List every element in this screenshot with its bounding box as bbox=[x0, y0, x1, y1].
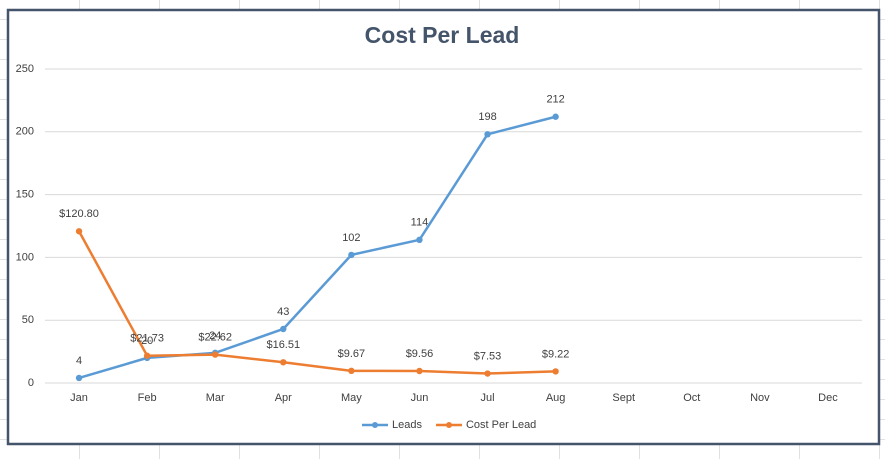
data-label: $7.53 bbox=[474, 350, 502, 362]
data-label: $9.56 bbox=[406, 348, 434, 360]
x-tick-label: Jan bbox=[70, 392, 88, 404]
data-label: 4 bbox=[76, 355, 82, 367]
y-tick-label: 0 bbox=[28, 377, 34, 389]
x-tick-label: Nov bbox=[750, 392, 770, 404]
y-tick-label: 200 bbox=[16, 126, 34, 138]
point bbox=[143, 352, 151, 359]
x-tick-label: Sept bbox=[612, 392, 635, 404]
data-label: 114 bbox=[411, 217, 429, 229]
x-tick-label: Mar bbox=[206, 392, 225, 404]
x-tick-label: Jul bbox=[481, 392, 495, 404]
point bbox=[484, 370, 491, 377]
point bbox=[348, 251, 355, 259]
data-label: $21.73 bbox=[130, 333, 164, 345]
data-label: 20 bbox=[141, 335, 153, 347]
x-tick-label: May bbox=[341, 392, 362, 404]
data-label: $9.67 bbox=[338, 348, 366, 360]
point bbox=[280, 325, 287, 333]
legend-label: Cost Per Lead bbox=[466, 419, 536, 431]
x-tick-label: Jun bbox=[411, 392, 429, 404]
data-label: $16.51 bbox=[266, 339, 300, 351]
y-tick-label: 50 bbox=[22, 314, 34, 326]
point bbox=[212, 351, 219, 358]
x-tick-label: Aug bbox=[546, 392, 566, 404]
point bbox=[416, 367, 423, 375]
chart-title: Cost Per Lead bbox=[365, 22, 520, 48]
y-tick-label: 100 bbox=[16, 251, 34, 263]
legend-label: Leads bbox=[392, 419, 422, 431]
data-label: $9.22 bbox=[542, 348, 570, 360]
y-tick-label: 150 bbox=[16, 189, 34, 201]
point bbox=[484, 131, 491, 138]
legend-marker bbox=[372, 422, 378, 428]
data-label: 102 bbox=[342, 232, 360, 244]
x-tick-label: Oct bbox=[683, 392, 700, 404]
data-label: 43 bbox=[277, 306, 289, 318]
point bbox=[75, 374, 83, 382]
data-label: 212 bbox=[546, 94, 564, 106]
x-tick-label: Dec bbox=[818, 392, 838, 404]
chart-frame bbox=[6, 8, 881, 446]
point bbox=[280, 359, 287, 366]
point bbox=[348, 367, 355, 375]
point bbox=[416, 236, 423, 244]
x-tick-label: Apr bbox=[275, 392, 292, 404]
legend-marker bbox=[445, 422, 452, 428]
data-label: $22.62 bbox=[198, 331, 232, 343]
data-label: $120.80 bbox=[59, 208, 99, 220]
data-label: 198 bbox=[478, 111, 496, 123]
point bbox=[552, 113, 559, 120]
point bbox=[75, 228, 83, 235]
x-tick-label: Feb bbox=[138, 392, 157, 404]
series-line bbox=[78, 115, 556, 380]
y-tick-label: 250 bbox=[16, 63, 34, 75]
data-label: 24 bbox=[209, 330, 221, 342]
series-line bbox=[77, 230, 556, 375]
point bbox=[552, 368, 559, 375]
